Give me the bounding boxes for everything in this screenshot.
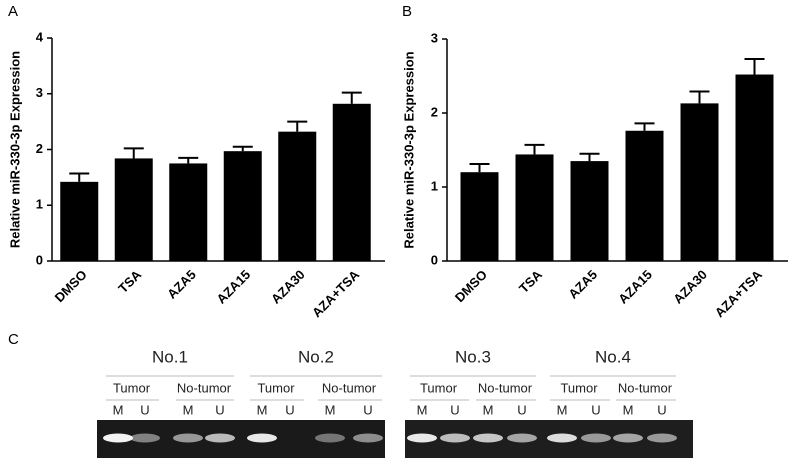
lane-label: U [450,402,459,417]
gel-band [473,433,503,443]
y-tick-label: 3 [431,30,438,45]
x-tick-label: AZA+TSA [309,267,363,321]
lane-label: U [363,402,372,417]
lane-label: U [657,402,666,417]
bar [680,103,719,261]
lane-label: M [417,402,428,417]
lane-label: M [257,402,268,417]
bar [114,158,153,261]
bar [735,74,774,262]
panel-label: B [402,3,412,20]
panel-label: A [8,3,18,20]
bar [515,154,554,261]
gel-band [353,433,383,443]
tissue-label: No-tumor [618,380,673,395]
gel-band [407,433,437,443]
y-tick-label: 3 [36,85,43,100]
y-tick-label: 1 [36,197,43,212]
lane-label: U [591,402,600,417]
gel-band [205,433,235,443]
bar [625,130,664,261]
lane-label: M [113,402,124,417]
bar [60,181,99,261]
y-axis-label: Relative miR-330-3p Expression [401,51,416,248]
x-tick-label: AZA5 [565,267,600,302]
bar [570,161,609,261]
sample-label: No.4 [595,347,631,366]
x-tick-label: AZA5 [164,267,199,302]
lane-label: M [483,402,494,417]
lane-label: M [557,402,568,417]
sample-label: No.3 [455,347,491,366]
lane-label: U [517,402,526,417]
y-tick-label: 2 [36,141,43,156]
gel-band [613,433,643,443]
y-tick-label: 4 [36,29,44,44]
gel-band [581,433,611,443]
tissue-label: No-tumor [322,380,377,395]
tissue-label: Tumor [420,380,458,395]
lane-label: U [285,402,294,417]
panel-label: C [8,331,19,348]
x-tick-label: AZA+TSA [712,267,766,321]
x-tick-label: AZA15 [214,267,254,307]
x-tick-label: TSA [115,267,144,296]
gel-band [315,433,345,443]
gel-band [547,433,577,443]
x-tick-label: DMSO [452,267,490,305]
x-tick-label: DMSO [52,267,90,305]
bar [278,131,317,261]
tissue-label: No-tumor [478,380,533,395]
gel-image [97,420,385,458]
y-axis-label: Relative miR-330-3p Expression [7,51,22,248]
gel-band [507,433,537,443]
bar [460,172,499,261]
gel-band [647,433,677,443]
tissue-label: No-tumor [177,380,232,395]
tissue-label: Tumor [560,380,598,395]
gel-band [130,433,160,443]
lane-label: M [325,402,336,417]
gel-band [247,433,277,443]
bar [169,163,208,261]
y-tick-label: 0 [36,252,43,267]
gel-band [103,433,133,443]
y-tick-label: 1 [431,178,438,193]
y-tick-label: 0 [431,252,438,267]
sample-label: No.2 [298,347,334,366]
tissue-label: Tumor [257,380,295,395]
lane-label: M [183,402,194,417]
tissue-label: Tumor [113,380,151,395]
y-tick-label: 2 [431,104,438,119]
lane-label: U [215,402,224,417]
x-tick-label: TSA [516,267,545,296]
x-tick-label: AZA15 [615,267,655,307]
x-tick-label: AZA30 [670,267,710,307]
gel-band [173,433,203,443]
lane-label: U [140,402,149,417]
sample-label: No.1 [152,347,188,366]
bar [223,151,262,261]
lane-label: M [623,402,634,417]
gel-band [440,433,470,443]
x-tick-label: AZA30 [268,267,308,307]
bar [332,103,371,261]
